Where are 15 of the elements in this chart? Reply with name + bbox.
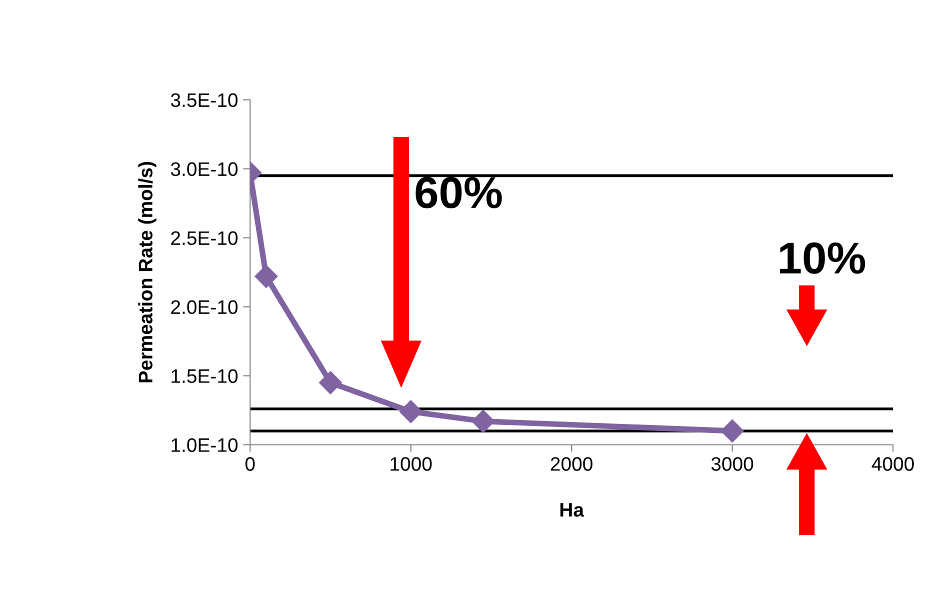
x-tick-label: 4000	[872, 457, 914, 471]
y-axis-title: Permeation Rate (mol/s)	[138, 162, 156, 382]
y-tick-label: 3.5E-10	[170, 93, 238, 108]
annotation: 60%	[416, 176, 502, 208]
x-tick-label: 1000	[390, 457, 432, 471]
y-tick-label: 1.0E-10	[172, 438, 238, 452]
x-tick-label: 2000	[550, 457, 592, 471]
y-tick-label: 2.0E-10	[171, 300, 238, 314]
x-tick-label: 3000	[711, 457, 754, 471]
y-tick-label: 3.0E-10	[170, 162, 238, 176]
y-tick-label: 1.5E-10	[172, 369, 238, 383]
y-tick-label: 2.5E-10	[171, 231, 238, 246]
x-axis-title: Ha	[560, 503, 584, 517]
annotation: 10%	[780, 242, 866, 274]
x-tick-label: 0	[245, 457, 255, 471]
